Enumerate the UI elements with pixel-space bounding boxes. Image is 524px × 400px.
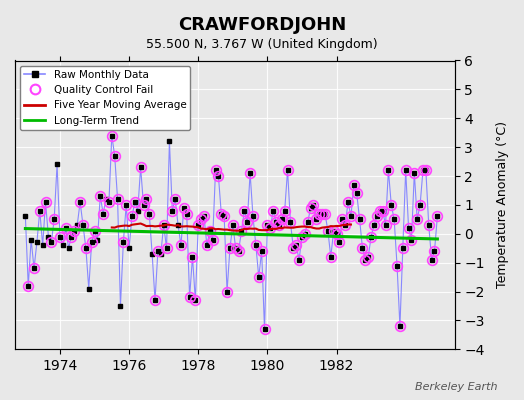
Legend: Raw Monthly Data, Quality Control Fail, Five Year Moving Average, Long-Term Tren: Raw Monthly Data, Quality Control Fail, … <box>20 66 190 130</box>
Text: 55.500 N, 3.767 W (United Kingdom): 55.500 N, 3.767 W (United Kingdom) <box>146 38 378 51</box>
Text: CRAWFORDJOHN: CRAWFORDJOHN <box>178 16 346 34</box>
Text: Berkeley Earth: Berkeley Earth <box>416 382 498 392</box>
Y-axis label: Temperature Anomaly (°C): Temperature Anomaly (°C) <box>496 121 509 288</box>
